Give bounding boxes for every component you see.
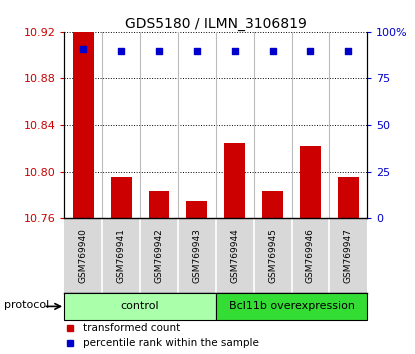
Text: GSM769943: GSM769943 — [193, 228, 201, 283]
Text: GSM769942: GSM769942 — [154, 228, 164, 283]
Point — [156, 48, 162, 53]
Bar — [262, 192, 283, 218]
Title: GDS5180 / ILMN_3106819: GDS5180 / ILMN_3106819 — [125, 17, 307, 31]
Text: transformed count: transformed count — [83, 322, 180, 332]
Point — [118, 48, 124, 53]
Text: GSM769945: GSM769945 — [268, 228, 277, 283]
Text: GSM769944: GSM769944 — [230, 228, 239, 283]
Bar — [225, 143, 245, 218]
Point — [307, 48, 314, 53]
Text: Bcl11b overexpression: Bcl11b overexpression — [229, 301, 354, 312]
Point — [269, 48, 276, 53]
Bar — [73, 32, 94, 218]
Point — [232, 48, 238, 53]
Bar — [338, 177, 359, 218]
Text: GSM769941: GSM769941 — [117, 228, 126, 283]
Bar — [216, 293, 367, 320]
Bar — [300, 146, 321, 218]
Text: GSM769947: GSM769947 — [344, 228, 353, 283]
Point — [80, 46, 87, 51]
Bar — [149, 192, 169, 218]
Point — [193, 48, 200, 53]
Point — [345, 48, 352, 53]
Text: control: control — [121, 301, 159, 312]
Bar — [64, 293, 216, 320]
Text: protocol: protocol — [4, 300, 49, 310]
Text: GSM769946: GSM769946 — [306, 228, 315, 283]
Bar — [186, 201, 207, 218]
Bar — [111, 177, 132, 218]
Text: GSM769940: GSM769940 — [79, 228, 88, 283]
Text: percentile rank within the sample: percentile rank within the sample — [83, 338, 259, 348]
